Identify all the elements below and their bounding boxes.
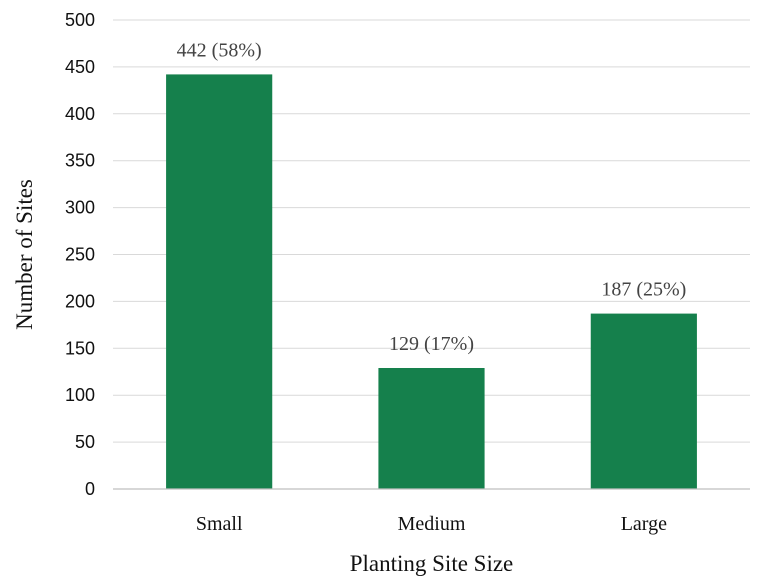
y-tick-label: 250 [65,245,95,265]
bar-large [590,313,697,489]
data-label-large: 187 (25%) [601,279,686,301]
bars [166,74,697,490]
y-tick-label: 400 [65,104,95,124]
y-tick-label: 500 [65,10,95,30]
data-label-small: 442 (58%) [177,39,262,61]
category-label-large: Large [621,513,667,535]
y-tick-label: 350 [65,151,95,171]
y-tick-label: 150 [65,338,95,358]
y-tick-label: 100 [65,385,95,405]
category-label-small: Small [196,513,243,535]
y-tick-label: 450 [65,57,95,77]
y-tick-label: 0 [85,479,95,499]
y-tick-label: 300 [65,198,95,218]
y-axis-ticks: 0 50 100 150 200 250 300 350 400 450 500 [65,10,95,499]
x-axis-categories: Small Medium Large [196,513,667,535]
category-label-medium: Medium [398,513,466,535]
data-labels: 442 (58%) 129 (17%) 187 (25%) [177,39,687,355]
bar-medium [378,367,485,489]
bar-small [166,74,273,490]
y-tick-label: 200 [65,291,95,311]
y-tick-label: 50 [75,432,95,452]
x-axis-title: Planting Site Size [350,551,514,576]
data-label-medium: 129 (17%) [389,333,474,355]
y-axis-title: Number of Sites [12,179,37,330]
